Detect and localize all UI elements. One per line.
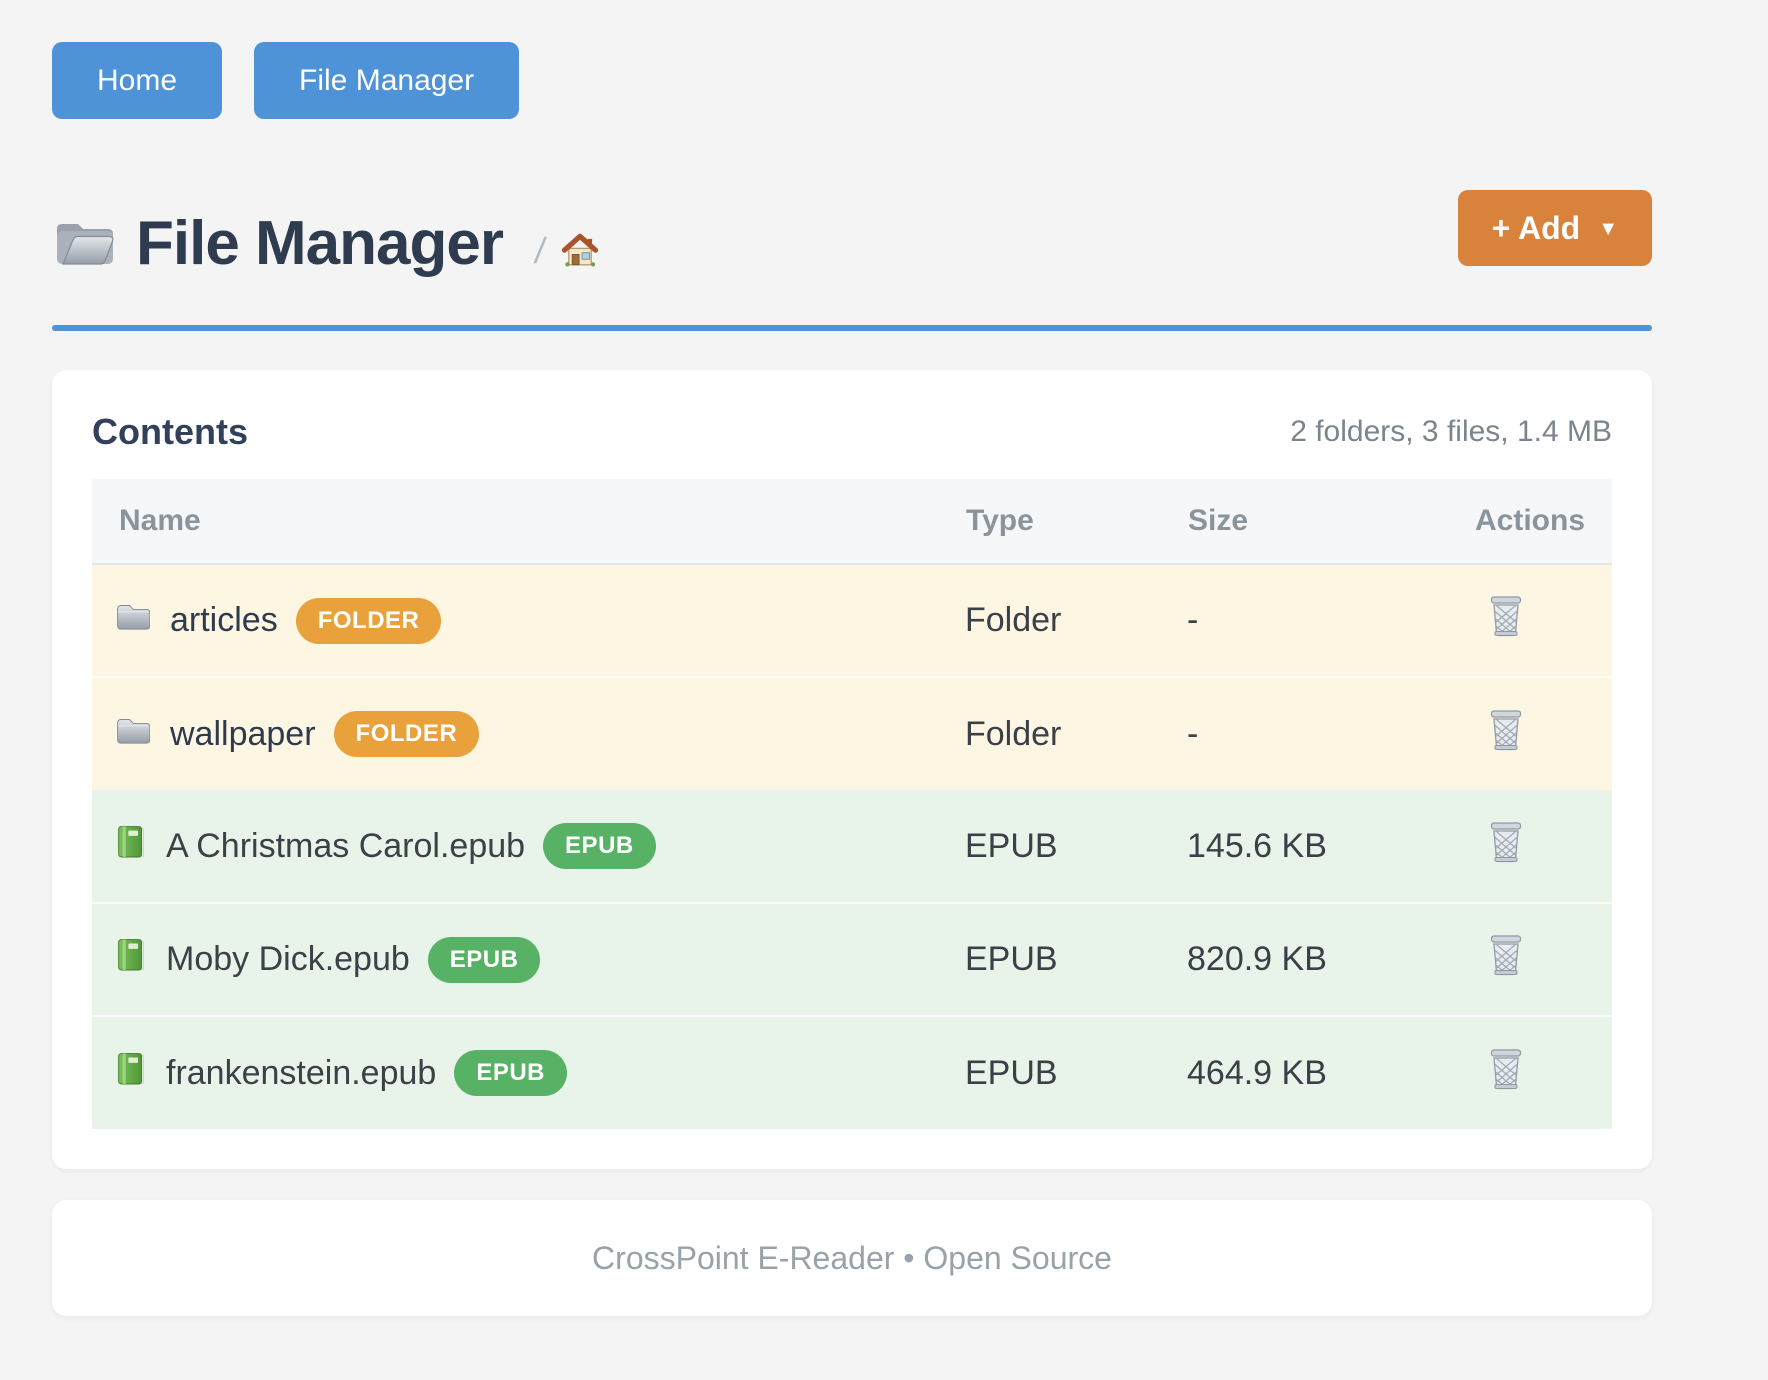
folder-icon [116, 715, 150, 754]
file-link[interactable]: frankenstein.epub [166, 1053, 437, 1092]
size-cell: 145.6 KB [1187, 826, 1327, 865]
table-row: A Christmas Carol.epub EPUB EPUB 145.6 K… [92, 790, 1612, 904]
top-nav: Home File Manager [52, 42, 1652, 119]
type-badge: EPUB [543, 823, 656, 870]
table-row: frankenstein.epub EPUB EPUB 464.9 KB [92, 1015, 1612, 1130]
file-link[interactable]: A Christmas Carol.epub [166, 826, 526, 865]
contents-summary: 2 folders, 3 files, 1.4 MB [1290, 414, 1612, 448]
file-table: Name Type Size Actions articles FOLDER F… [92, 479, 1612, 1130]
file-link[interactable]: Moby Dick.epub [166, 940, 410, 979]
delete-button[interactable] [1474, 1048, 1524, 1090]
column-header-actions: Actions [1474, 479, 1612, 566]
page-header: File Manager / [52, 211, 1652, 276]
type-badge: EPUB [454, 1050, 567, 1097]
breadcrumb: / [532, 229, 599, 272]
size-cell: 464.9 KB [1187, 1015, 1474, 1130]
card-title: Contents [92, 411, 248, 453]
table-row: wallpaper FOLDER Folder - [92, 676, 1612, 791]
delete-button[interactable] [1474, 821, 1524, 863]
page-title: File Manager [136, 209, 504, 278]
type-badge: FOLDER [295, 597, 442, 644]
table-row: Moby Dick.epub EPUB EPUB 820.9 KB [92, 902, 1612, 1017]
type-badge: EPUB [427, 936, 541, 983]
size-cell: - [1187, 676, 1474, 791]
type-cell: EPUB [965, 826, 1058, 865]
book-icon [116, 825, 146, 868]
file-manager-button[interactable]: File Manager [254, 42, 520, 119]
page: Home File Manager File Manager / + Add ▼… [52, 0, 1652, 1317]
contents-card: Contents 2 folders, 3 files, 1.4 MB Name… [52, 370, 1652, 1170]
delete-button[interactable] [1474, 595, 1524, 637]
type-cell: Folder [965, 676, 1187, 791]
book-icon [116, 1052, 146, 1095]
type-cell: EPUB [965, 1015, 1187, 1130]
home-icon[interactable] [561, 232, 599, 270]
folder-link[interactable]: wallpaper [170, 714, 316, 753]
type-cell: Folder [965, 601, 1062, 640]
folder-link[interactable]: articles [170, 601, 278, 640]
folder-icon [116, 601, 150, 640]
table-row: articles FOLDER Folder - [92, 564, 1612, 678]
size-cell: 820.9 KB [1187, 902, 1474, 1017]
type-cell: EPUB [965, 902, 1187, 1017]
home-button[interactable]: Home [52, 42, 223, 119]
breadcrumb-separator: / [532, 229, 548, 271]
book-icon [116, 938, 146, 981]
column-header-type: Type [965, 479, 1187, 566]
add-button[interactable]: + Add ▼ [1457, 190, 1652, 266]
delete-button[interactable] [1474, 934, 1524, 976]
caret-down-icon: ▼ [1598, 218, 1618, 240]
title-divider [52, 325, 1652, 332]
add-button-label: + Add [1491, 209, 1581, 246]
column-header-name: Name [92, 479, 965, 566]
open-folder-icon [52, 213, 116, 274]
column-header-size: Size [1187, 479, 1474, 566]
table-header-row: Name Type Size Actions [92, 479, 1612, 566]
footer-card: CrossPoint E-Reader • Open Source [52, 1200, 1652, 1317]
delete-button[interactable] [1474, 709, 1524, 751]
footer-text: CrossPoint E-Reader • Open Source [592, 1239, 1112, 1276]
size-cell: - [1187, 601, 1199, 640]
type-badge: FOLDER [333, 711, 480, 758]
